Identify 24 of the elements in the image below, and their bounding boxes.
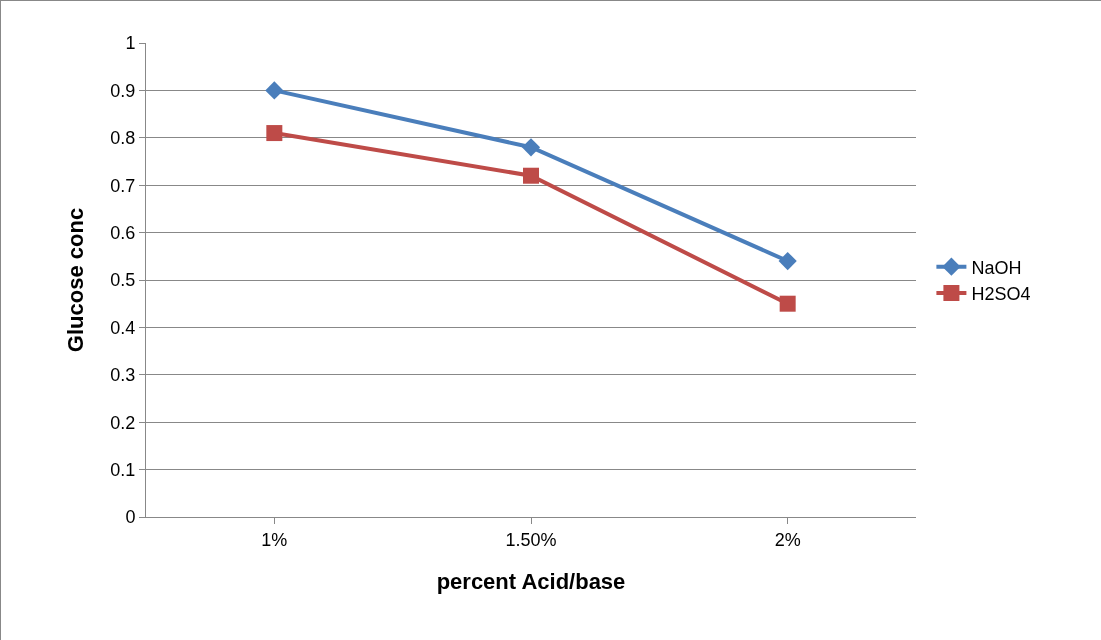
y-tick-label: 0.7 <box>110 175 136 196</box>
y-tick-label: 0.6 <box>110 222 136 243</box>
y-tick-label: 0 <box>125 507 136 528</box>
y-tick-label: 0.8 <box>110 128 136 149</box>
x-axis-title: percent Acid/base <box>436 569 626 595</box>
y-tick-label: 0.4 <box>110 317 136 338</box>
x-tick-label: 2% <box>774 529 801 550</box>
y-tick-label: 0.9 <box>110 80 136 101</box>
x-tick-label: 1.50% <box>505 529 557 550</box>
y-tick-label: 1 <box>125 33 136 54</box>
point <box>778 251 797 271</box>
y-tick-label: 0.3 <box>110 365 136 386</box>
point <box>265 81 284 100</box>
legend-label: NaOH <box>971 257 1022 278</box>
y-tick-label: 0.2 <box>110 412 136 433</box>
point <box>266 125 283 142</box>
point <box>521 138 541 157</box>
x-tick-label: 1% <box>261 529 288 550</box>
y-tick-label: 0.1 <box>110 459 136 480</box>
y-tick-label: 0.5 <box>110 270 136 291</box>
legend-label: H2SO4 <box>971 284 1031 305</box>
y-axis-title: Glucose conc <box>63 207 89 353</box>
point <box>779 295 796 312</box>
point <box>523 167 539 184</box>
